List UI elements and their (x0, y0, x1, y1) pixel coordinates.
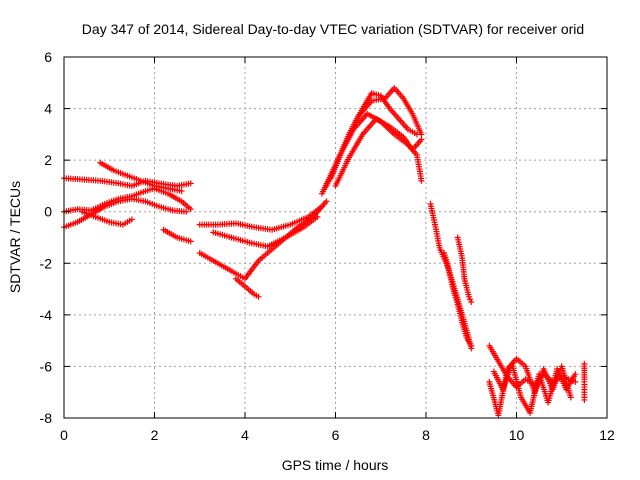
series-track-m (327, 84, 425, 182)
series-track-t (486, 355, 574, 419)
data-point (187, 238, 194, 245)
x-tick-label: 0 (60, 427, 68, 443)
data-point (323, 198, 330, 205)
data-marks (61, 84, 588, 419)
y-tick-label: 6 (44, 49, 52, 65)
chart-title: Day 347 of 2014, Sidereal Day-to-day VTE… (82, 21, 584, 37)
series-track-q (454, 234, 475, 305)
data-point (418, 131, 425, 138)
data-point (128, 216, 135, 223)
y-tick-label: 2 (44, 152, 52, 168)
x-tick-label: 6 (332, 427, 340, 443)
x-tick-label: 12 (599, 427, 615, 443)
y-tick-label: 4 (44, 101, 52, 117)
y-axis-label: SDTVAR / TECUs (7, 181, 23, 293)
data-point (418, 177, 425, 184)
x-axis-label: GPS time / hours (282, 457, 389, 473)
series-track-i (196, 198, 330, 282)
x-tick-label: 8 (422, 427, 430, 443)
tick-labels: 0 2 4 6 8 10 12 -8 -6 -4 -2 0 2 4 6 (40, 49, 615, 443)
data-point (178, 188, 185, 195)
series-track-u (581, 360, 588, 403)
data-point (418, 136, 425, 143)
data-point (468, 342, 475, 349)
data-point (581, 396, 588, 403)
y-tick-label: -4 (40, 307, 53, 323)
series-track-j (232, 275, 262, 300)
data-point (572, 371, 579, 378)
y-tick-label: -6 (40, 358, 53, 374)
grid-lines (64, 57, 607, 418)
series-track-n (332, 115, 425, 189)
y-tick-label: 0 (44, 204, 52, 220)
series-track-d (79, 208, 135, 228)
series-track-e (97, 159, 185, 195)
data-point (567, 394, 574, 401)
x-tick-label: 2 (151, 427, 159, 443)
series-track-c (61, 195, 190, 231)
axis-ticks (63, 56, 608, 419)
series-track-f (160, 226, 194, 245)
y-tick-label: -8 (40, 410, 53, 426)
y-tick-label: -2 (40, 255, 53, 271)
data-point (468, 298, 475, 305)
series-track-p (441, 249, 475, 349)
x-tick-label: 10 (509, 427, 525, 443)
data-point (187, 206, 194, 213)
series-track-s (490, 360, 579, 416)
x-tick-label: 4 (241, 427, 249, 443)
data-point (187, 180, 194, 187)
data-point (183, 208, 190, 215)
data-point (255, 293, 262, 300)
